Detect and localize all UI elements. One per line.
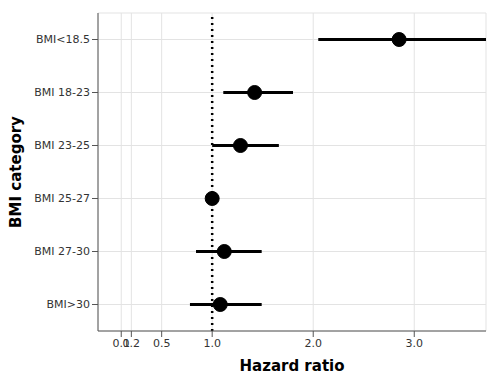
svg-text:BMI<18.5: BMI<18.5 [36,33,90,46]
svg-text:3.0: 3.0 [406,337,424,350]
svg-text:BMI>30: BMI>30 [47,298,91,311]
svg-text:0.2: 0.2 [123,337,141,350]
svg-text:1.0: 1.0 [203,337,221,350]
svg-text:Hazard ratio: Hazard ratio [239,357,344,375]
svg-text:BMI 27-30: BMI 27-30 [34,245,90,258]
svg-text:0.5: 0.5 [153,337,171,350]
svg-text:BMI category: BMI category [8,116,25,228]
svg-text:2.0: 2.0 [304,337,322,350]
svg-text:BMI 25-27: BMI 25-27 [34,192,90,205]
svg-text:BMI 18-23: BMI 18-23 [34,86,90,99]
svg-text:BMI 23-25: BMI 23-25 [34,139,90,152]
svg-text:0.1: 0.1 [112,336,130,350]
